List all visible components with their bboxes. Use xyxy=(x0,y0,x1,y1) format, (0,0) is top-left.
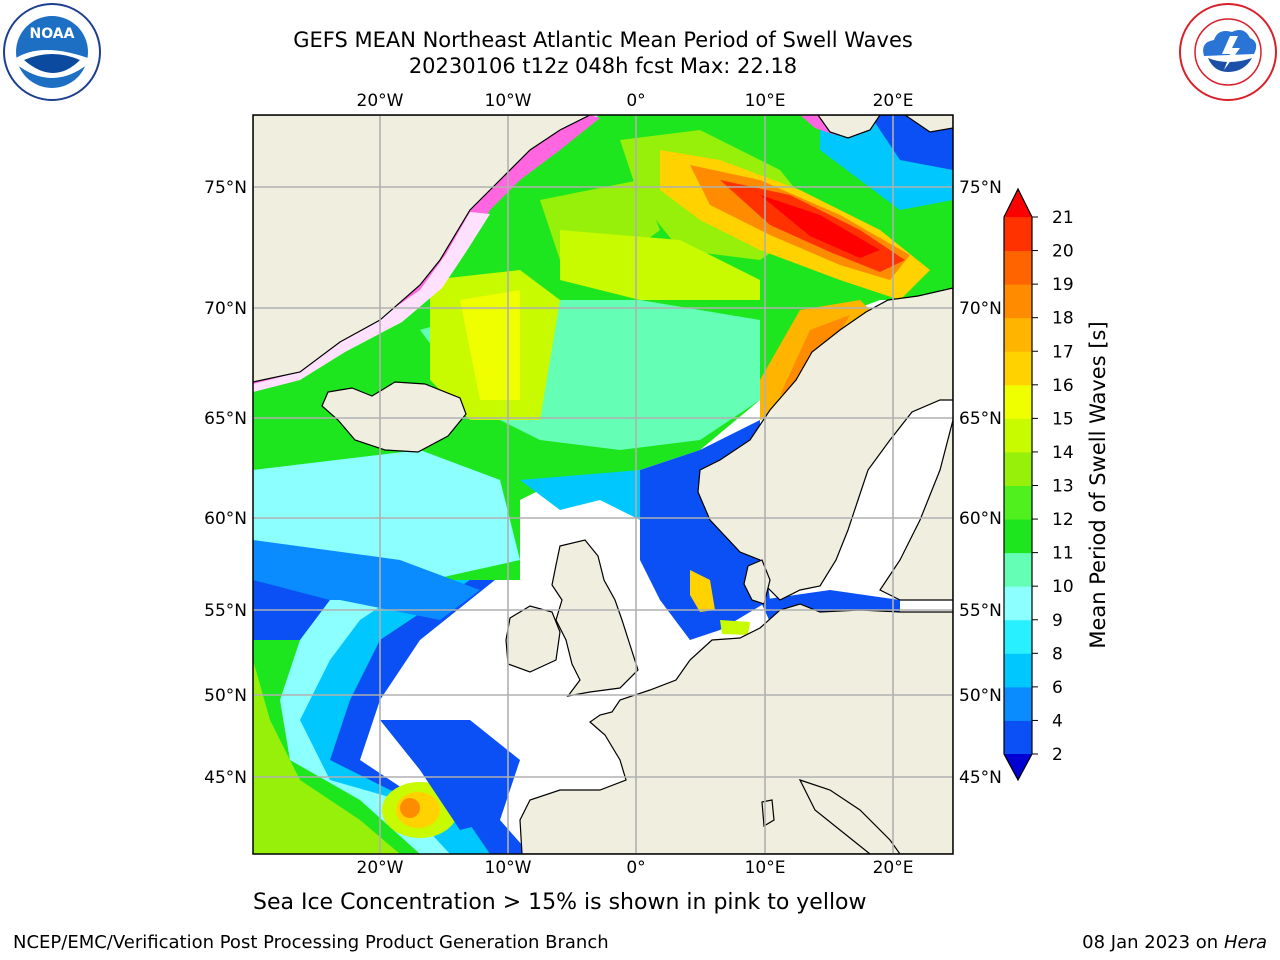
lon-labels-bottom: 20°W 10°W 0° 10°E 20°E xyxy=(357,858,914,878)
lat-label-right: 75°N xyxy=(959,178,1002,198)
lat-labels-left: 75°N 70°N 65°N 60°N 55°N 50°N 45°N xyxy=(204,178,247,788)
colorbar-band xyxy=(1004,586,1032,621)
colorbar-tick-label: 18 xyxy=(1052,309,1074,329)
lat-label-left: 50°N xyxy=(204,686,247,706)
colorbar-tick-label: 14 xyxy=(1052,443,1074,463)
colorbar-band xyxy=(1004,451,1032,486)
lon-label-top: 10°E xyxy=(745,91,786,111)
colorbar-tick-label: 9 xyxy=(1052,611,1063,631)
colorbar-band xyxy=(1004,485,1032,520)
lat-label-right: 70°N xyxy=(959,299,1002,319)
lat-label-left: 55°N xyxy=(204,601,247,621)
graticule xyxy=(253,115,953,854)
colorbar-band xyxy=(1004,418,1032,453)
footer-host: Hera xyxy=(1223,932,1267,953)
colorbar-tick-label: 8 xyxy=(1052,644,1063,664)
lon-label-bottom: 20°E xyxy=(873,858,914,878)
lon-labels-top: 20°W 10°W 0° 10°E 20°E xyxy=(357,91,914,111)
noaa-logo-text: NOAA xyxy=(30,26,75,42)
colorbar-band xyxy=(1004,653,1032,688)
chart-subtitle: 20230106 t12z 048h fcst Max: 22.18 xyxy=(408,54,798,78)
lon-label-bottom: 20°W xyxy=(357,858,404,878)
colorbar-extend-max xyxy=(1004,189,1032,217)
colorbar-tick-label: 13 xyxy=(1052,477,1074,497)
lat-label-right: 45°N xyxy=(959,768,1002,788)
colorbar-label: Mean Period of Swell Waves [s] xyxy=(1086,321,1110,648)
nws-logo xyxy=(1178,2,1278,102)
colorbar-band xyxy=(1004,619,1032,654)
noaa-logo: NOAA xyxy=(2,2,102,102)
map-frame xyxy=(252,114,954,855)
lat-label-left: 65°N xyxy=(204,409,247,429)
footer-credit: NCEP/EMC/Verification Post Processing Pr… xyxy=(13,932,609,953)
colorbar-tick-label: 21 xyxy=(1052,208,1074,228)
colorbar-band xyxy=(1004,284,1032,319)
sea-ice-note: Sea Ice Concentration > 15% is shown in … xyxy=(253,890,867,915)
lat-label-left: 60°N xyxy=(204,509,247,529)
colorbar-tick-label: 17 xyxy=(1052,342,1074,362)
lat-label-right: 65°N xyxy=(959,409,1002,429)
chart-title: GEFS MEAN Northeast Atlantic Mean Period… xyxy=(293,28,913,52)
colorbar: 2 4 6 8 9 10 11 12 13 14 15 16 17 18 19 20 21 xyxy=(1003,187,1074,782)
colorbar-tick-label: 19 xyxy=(1052,275,1074,295)
lat-label-right: 50°N xyxy=(959,686,1002,706)
colorbar-tick-label: 16 xyxy=(1052,376,1074,396)
colorbar-tick-label: 12 xyxy=(1052,510,1074,530)
colorbar-band xyxy=(1004,519,1032,554)
colorbar-band xyxy=(1004,351,1032,386)
lon-label-top: 20°E xyxy=(873,91,914,111)
lon-label-top: 20°W xyxy=(357,91,404,111)
lat-label-left: 70°N xyxy=(204,299,247,319)
lat-labels-right: 75°N 70°N 65°N 60°N 55°N 50°N 45°N xyxy=(959,178,1002,788)
land xyxy=(253,115,953,854)
colorbar-band xyxy=(1004,552,1032,587)
colorbar-tick-label: 11 xyxy=(1052,544,1074,564)
footer-date: 08 Jan 2023 on Hera xyxy=(1082,932,1267,953)
colorbar-band xyxy=(1004,686,1032,721)
lon-label-bottom: 10°E xyxy=(745,858,786,878)
swell-period-field xyxy=(253,115,953,854)
lon-label-bottom: 10°W xyxy=(485,858,532,878)
colorbar-band xyxy=(1004,720,1032,755)
lon-label-top: 10°W xyxy=(485,91,532,111)
colorbar-tick-label: 4 xyxy=(1052,711,1063,731)
lat-label-right: 60°N xyxy=(959,509,1002,529)
colorbar-tick-label: 20 xyxy=(1052,242,1074,262)
lat-label-left: 45°N xyxy=(204,768,247,788)
colorbar-band xyxy=(1004,317,1032,352)
colorbar-extend-min xyxy=(1004,754,1032,780)
colorbar-tick-label: 10 xyxy=(1052,577,1074,597)
lon-label-top: 0° xyxy=(626,91,645,111)
colorbar-tick-label: 2 xyxy=(1052,745,1063,765)
colorbar-tick-label: 6 xyxy=(1052,678,1063,698)
lat-label-right: 55°N xyxy=(959,601,1002,621)
lat-label-left: 75°N xyxy=(204,178,247,198)
footer-date-text: 08 Jan 2023 on xyxy=(1082,932,1224,953)
colorbar-band xyxy=(1004,384,1032,419)
colorbar-band xyxy=(1004,250,1032,285)
map-plot-area xyxy=(253,115,953,854)
colorbar-tick-label: 15 xyxy=(1052,409,1074,429)
lon-label-bottom: 0° xyxy=(626,858,645,878)
colorbar-band xyxy=(1004,217,1032,252)
